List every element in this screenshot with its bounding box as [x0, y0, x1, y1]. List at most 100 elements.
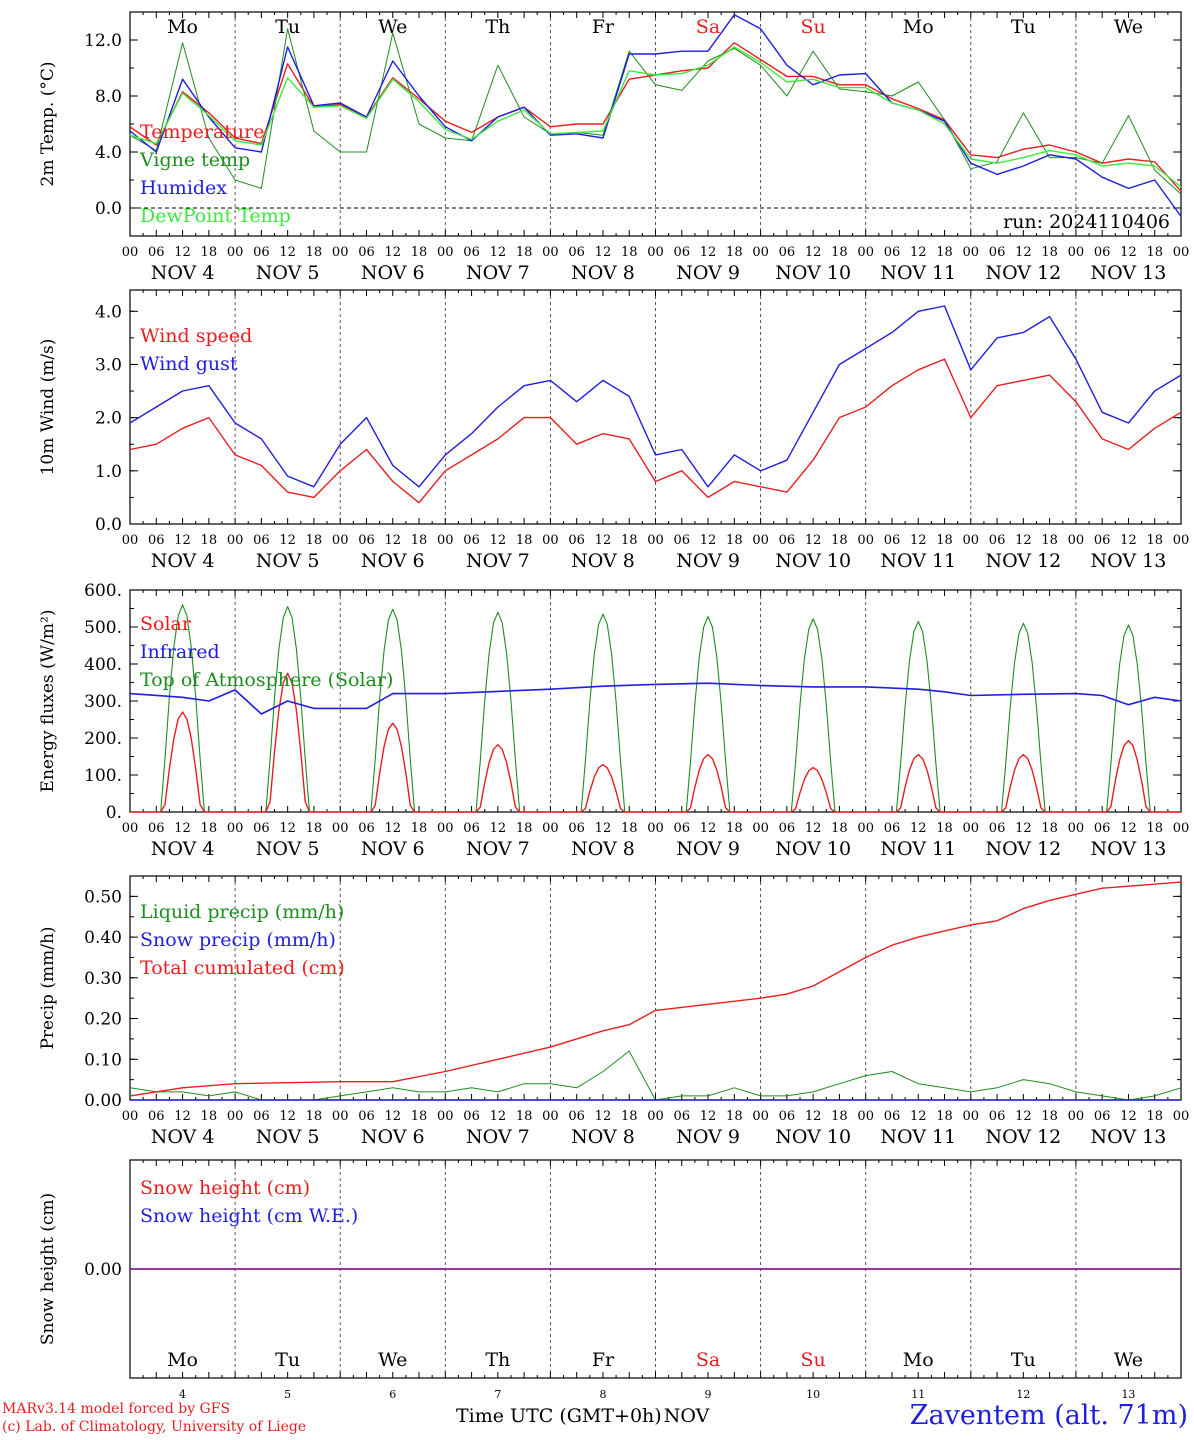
x-date-label: NOV 12 [985, 1126, 1061, 1148]
x-date-label: NOV 10 [775, 1126, 851, 1148]
x-hour-label: 12 [384, 533, 401, 548]
x-hour-label: 12 [805, 821, 822, 836]
x-hour-label: 06 [989, 533, 1006, 548]
x-date-label: NOV 8 [571, 262, 635, 284]
x-hour-label: 18 [411, 1109, 428, 1124]
legend-entry: Snow height (cm) [140, 1177, 310, 1199]
x-hour-label: 00 [332, 821, 349, 836]
y-tick-label: 3.0 [95, 355, 122, 375]
legend-entry: DewPoint Temp [140, 205, 291, 227]
x-hour-label: 00 [752, 245, 769, 260]
x-hour-label: 18 [831, 1109, 848, 1124]
x-hour-label: 00 [752, 821, 769, 836]
x-hour-label: 06 [989, 1109, 1006, 1124]
legend-entry: Temperature [140, 121, 264, 143]
x-hour-label: 18 [831, 245, 848, 260]
weekday-label: We [1114, 1349, 1143, 1371]
x-hour-label: 06 [884, 1109, 901, 1124]
x-hour-label: 12 [1120, 533, 1137, 548]
x-hour-label: 00 [332, 533, 349, 548]
x-hour-label: 00 [1068, 533, 1085, 548]
x-hour-label: 18 [1041, 821, 1058, 836]
weekday-label: Sa [696, 1349, 720, 1371]
x-axis-title: Time UTC (GMT+0h) NOV [456, 1405, 709, 1427]
x-hour-label: 06 [568, 821, 585, 836]
x-date-label: NOV 5 [256, 1126, 320, 1148]
y-axis-label: Precip (mm/h) [38, 926, 58, 1049]
x-date-label: NOV 6 [361, 1126, 425, 1148]
legend-entry: Infrared [140, 641, 220, 663]
weekday-label: Tu [275, 1349, 300, 1371]
x-date-label: NOV 5 [256, 838, 320, 860]
x-hour-label: 00 [122, 821, 139, 836]
x-hour-label: 00 [857, 1109, 874, 1124]
y-tick-label: 4.0 [95, 143, 122, 163]
y-tick-label: 0.0 [95, 515, 122, 535]
x-date-label: NOV 13 [1091, 838, 1167, 860]
x-hour-label: 00 [437, 1109, 454, 1124]
x-hour-label: 18 [621, 1109, 638, 1124]
x-hour-label: 00 [1068, 1109, 1085, 1124]
y-tick-label: 600. [84, 581, 122, 601]
y-axis-label: 2m Temp. (°C) [38, 61, 58, 186]
y-tick-label: 500. [84, 618, 122, 638]
weekday-label: Su [801, 16, 826, 38]
x-hour-label: 18 [201, 821, 218, 836]
weekday-label: Fr [592, 1349, 615, 1371]
legend-entry: Snow precip (mm/h) [140, 929, 336, 951]
x-hour-label: 18 [306, 1109, 323, 1124]
weekday-label: Mo [167, 16, 198, 38]
x-hour-label: 06 [568, 245, 585, 260]
x-hour-label: 12 [1015, 821, 1032, 836]
x-hour-label: 18 [726, 533, 743, 548]
y-tick-label: 0.40 [84, 928, 122, 948]
x-hour-label: 12 [805, 1109, 822, 1124]
x-hour-label: 00 [332, 245, 349, 260]
x-date-label: NOV 7 [466, 1126, 530, 1148]
x-hour-label: 12 [490, 533, 507, 548]
series-line-3 [129, 46, 1182, 188]
model-credit: MARv3.14 model forced by GFS (c) Lab. of… [2, 1400, 306, 1436]
lab-credit: (c) Lab. of Climatology, University of L… [2, 1419, 307, 1435]
weekday-label: Su [801, 1349, 826, 1371]
legend-entry: Liquid precip (mm/h) [140, 901, 344, 923]
x-date-label: NOV 11 [880, 1126, 956, 1148]
x-hour-label: 00 [437, 821, 454, 836]
x-hour-label: 00 [1173, 245, 1190, 260]
x-hour-label: 00 [752, 1109, 769, 1124]
x-hour-label: 00 [857, 533, 874, 548]
x-hour-label: 06 [148, 245, 165, 260]
x-hour-label: 06 [358, 1109, 375, 1124]
x-hour-label: 00 [963, 245, 980, 260]
x-hour-label: 06 [779, 1109, 796, 1124]
weekday-label: Mo [903, 16, 934, 38]
x-hour-label: 12 [700, 821, 717, 836]
day-number-label: 9 [705, 1388, 712, 1401]
x-hour-label: 00 [1173, 821, 1190, 836]
x-hour-label: 00 [122, 533, 139, 548]
x-date-label: NOV 9 [676, 838, 740, 860]
x-date-label: NOV 4 [151, 838, 215, 860]
legend-entry: Humidex [140, 177, 227, 199]
x-hour-label: 06 [1094, 821, 1111, 836]
x-hour-label: 12 [279, 245, 296, 260]
y-tick-label: 12.0 [84, 31, 122, 51]
y-tick-label: 0.0 [95, 199, 122, 219]
x-date-label: NOV 9 [676, 550, 740, 572]
x-date-label: NOV 9 [676, 1126, 740, 1148]
x-hour-label: 00 [437, 245, 454, 260]
x-date-label: NOV 11 [880, 550, 956, 572]
x-date-label: NOV 6 [361, 550, 425, 572]
x-hour-label: 00 [647, 821, 664, 836]
month-label: NOV [663, 1405, 710, 1427]
x-date-label: NOV 12 [985, 838, 1061, 860]
x-hour-label: 12 [1120, 1109, 1137, 1124]
x-hour-label: 00 [227, 533, 244, 548]
legend-entry: Vigne temp [139, 149, 250, 171]
x-date-label: NOV 8 [571, 838, 635, 860]
y-tick-label: 0.50 [84, 887, 122, 907]
x-hour-label: 06 [884, 245, 901, 260]
x-hour-label: 12 [805, 245, 822, 260]
x-hour-label: 18 [621, 821, 638, 836]
legend-entry: Wind gust [140, 353, 238, 375]
